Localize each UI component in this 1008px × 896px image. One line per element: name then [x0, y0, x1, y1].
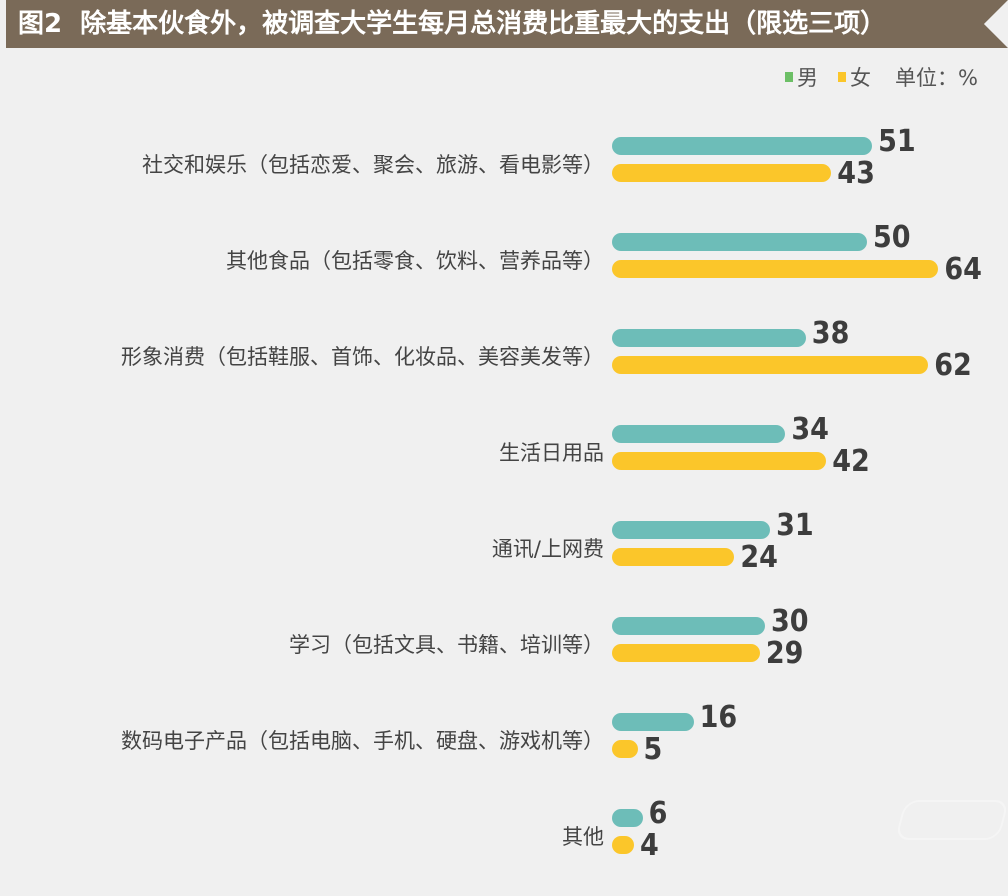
value-label-male: 30 — [771, 604, 809, 639]
bar-male — [612, 713, 694, 731]
chart-title: 图2 除基本伙食外，被调查大学生每月总消费比重最大的支出（限选三项） — [18, 4, 886, 44]
category-label: 社交和娱乐（包括恋爱、聚会、旅游、看电影等） — [142, 153, 604, 177]
value-label-female: 4 — [640, 828, 659, 863]
chart-row: 学习（包括文具、书籍、培训等） 30 29 — [0, 607, 1008, 671]
chart-row: 其他 6 4 — [0, 799, 1008, 863]
watermark-logo-icon — [894, 800, 1008, 840]
value-label-male: 31 — [776, 508, 814, 543]
figure-label: 图2 — [18, 9, 63, 39]
bar-female — [612, 836, 634, 854]
chart-row: 通讯/上网费 31 24 — [0, 511, 1008, 575]
chart-row: 生活日用品 34 42 — [0, 415, 1008, 479]
bar-male — [612, 329, 806, 347]
value-label-female: 64 — [944, 252, 982, 287]
bar-female — [612, 548, 735, 566]
bar-female — [612, 644, 760, 662]
value-label-female: 29 — [765, 636, 804, 671]
bar-female — [612, 740, 638, 758]
value-label-female: 62 — [934, 348, 972, 383]
category-label: 其他 — [562, 825, 604, 849]
value-label-female: 42 — [832, 444, 870, 479]
bar-male — [612, 233, 867, 251]
legend-label-male: 男 — [797, 66, 819, 90]
value-label-male: 16 — [699, 700, 738, 735]
category-label: 通讯/上网费 — [491, 537, 604, 561]
value-label-male: 34 — [791, 412, 829, 447]
bar-male — [612, 809, 643, 827]
bar-female — [612, 164, 832, 182]
bar-female — [612, 260, 939, 278]
legend-swatch-male-icon — [785, 72, 794, 82]
bar-male — [612, 521, 771, 539]
title-banner: 图2 除基本伙食外，被调查大学生每月总消费比重最大的支出（限选三项） — [6, 0, 1008, 48]
title-text: 除基本伙食外，被调查大学生每月总消费比重最大的支出（限选三项） — [80, 9, 887, 39]
unit-label: 单位：% — [895, 66, 978, 90]
value-label-male: 38 — [811, 316, 850, 351]
value-label-female: 24 — [740, 540, 778, 575]
chart-row: 形象消费（包括鞋服、首饰、化妆品、美容美发等） 38 62 — [0, 319, 1008, 383]
legend: 男 女 单位：% — [785, 62, 978, 92]
legend-swatch-female-icon — [838, 72, 847, 82]
legend-item-female: 女 — [838, 62, 871, 92]
category-label: 学习（包括文具、书籍、培训等） — [289, 633, 604, 657]
value-label-female: 43 — [837, 156, 875, 191]
bar-male — [612, 137, 873, 155]
chart-row: 数码电子产品（包括电脑、手机、硬盘、游戏机等） 16 5 — [0, 703, 1008, 767]
bar-male — [612, 425, 786, 443]
category-label: 其他食品（包括零食、饮料、营养品等） — [226, 249, 604, 273]
chart-row: 其他食品（包括零食、饮料、营养品等） 50 64 — [0, 223, 1008, 287]
value-label-male: 51 — [878, 124, 916, 159]
bar-female — [612, 356, 929, 374]
category-label: 生活日用品 — [499, 441, 604, 465]
chart-row: 社交和娱乐（包括恋爱、聚会、旅游、看电影等） 51 43 — [0, 127, 1008, 191]
value-label-female: 5 — [643, 732, 663, 767]
category-label: 数码电子产品（包括电脑、手机、硬盘、游戏机等） — [121, 729, 604, 753]
category-label: 形象消费（包括鞋服、首饰、化妆品、美容美发等） — [121, 345, 604, 369]
bar-female — [612, 452, 827, 470]
bar-male — [612, 617, 765, 635]
value-label-male: 6 — [648, 796, 668, 831]
legend-label-female: 女 — [850, 66, 872, 90]
legend-item-male: 男 — [785, 62, 818, 92]
value-label-male: 50 — [873, 220, 911, 255]
